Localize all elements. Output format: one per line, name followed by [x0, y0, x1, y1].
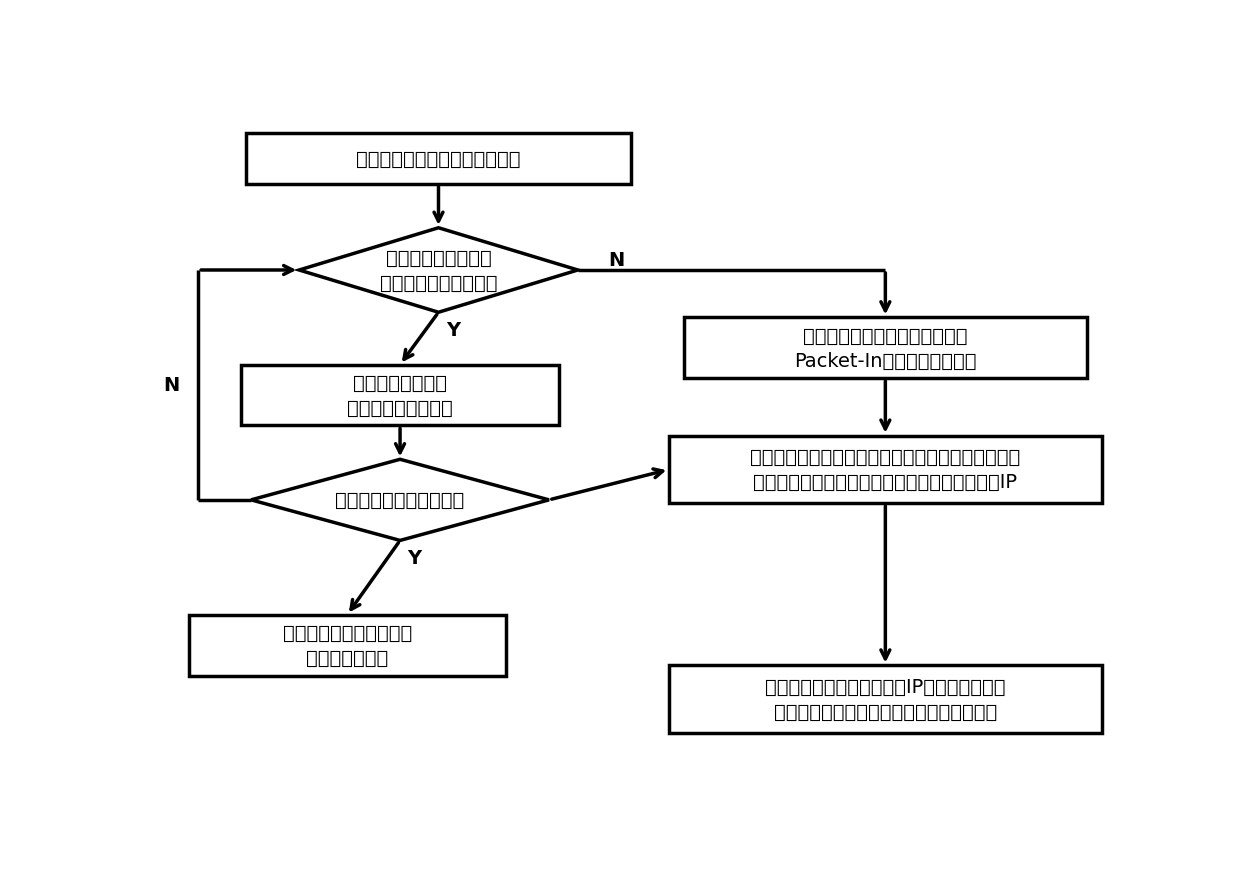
Text: Y: Y: [446, 320, 460, 339]
Text: 数据包按照匹配流表项，
发送给目的主机: 数据包按照匹配流表项， 发送给目的主机: [283, 624, 412, 667]
Text: 根据选择的传输路径和虚拟IP，控制器向传输
路径中的各交换机下发安装流表和反向流表: 根据选择的传输路径和虚拟IP，控制器向传输 路径中的各交换机下发安装流表和反向流…: [765, 678, 1006, 722]
Text: 按照匹配流表项，
转发到下一跳交换机: 按照匹配流表项， 转发到下一跳交换机: [347, 374, 453, 417]
Text: 数据包是否成功匹配
该交换机流表的流表项: 数据包是否成功匹配 该交换机流表的流表项: [379, 249, 497, 293]
Bar: [188, 615, 506, 676]
Bar: [242, 365, 559, 426]
Text: 交换机将数据包头部的信息通过
Packet-In消息发送给控制器: 交换机将数据包头部的信息通过 Packet-In消息发送给控制器: [794, 326, 977, 370]
Polygon shape: [250, 460, 549, 541]
Text: 控制器监听到该消息后，同时选择数据包从源主机到
目的主机的传输路径和用于隐藏主机信息的虚拟IP: 控制器监听到该消息后，同时选择数据包从源主机到 目的主机的传输路径和用于隐藏主机…: [750, 448, 1021, 492]
Bar: [670, 436, 1101, 503]
Text: Y: Y: [408, 548, 422, 567]
Text: N: N: [608, 251, 625, 270]
Bar: [683, 318, 1087, 379]
Text: 该交换机是否为末交换机: 该交换机是否为末交换机: [336, 491, 465, 510]
Text: N: N: [162, 376, 179, 395]
Bar: [670, 666, 1101, 733]
Polygon shape: [299, 229, 578, 313]
Text: 源主机将数据包发送给首交换机: 源主机将数据包发送给首交换机: [356, 150, 521, 168]
Bar: [247, 134, 631, 184]
